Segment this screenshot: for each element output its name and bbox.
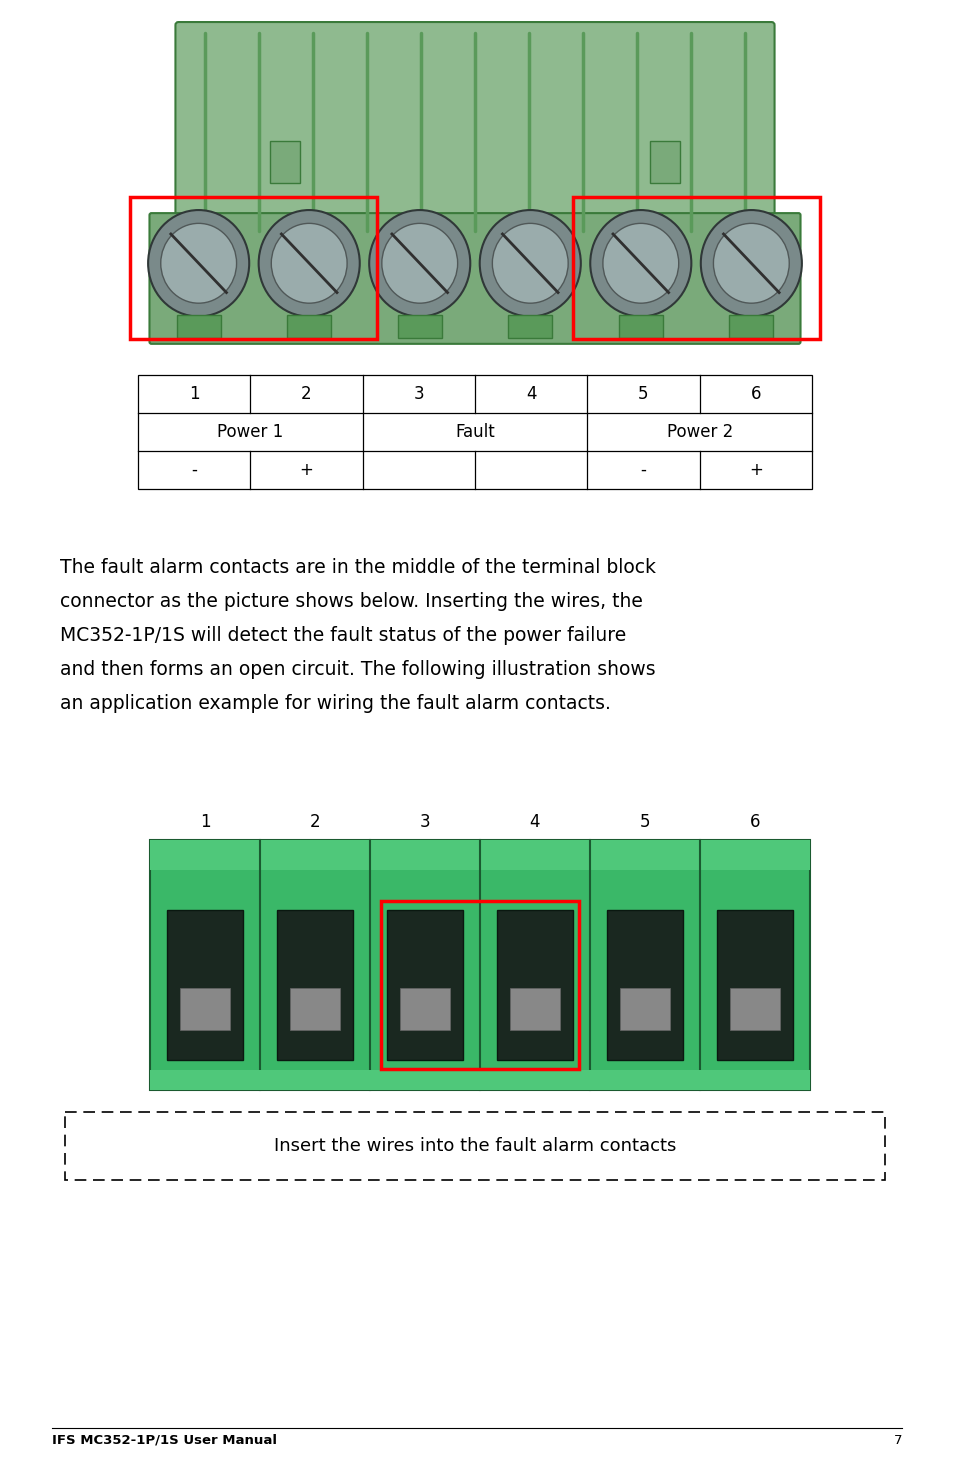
Bar <box>150 839 809 1090</box>
Ellipse shape <box>381 223 457 304</box>
Bar <box>176 316 220 338</box>
Bar <box>290 988 339 1030</box>
Text: 5: 5 <box>639 813 650 830</box>
Ellipse shape <box>479 209 580 317</box>
Text: 2: 2 <box>310 813 320 830</box>
Ellipse shape <box>369 209 470 317</box>
Bar <box>717 910 792 1061</box>
Bar <box>180 988 230 1030</box>
Bar <box>270 142 299 183</box>
Text: Power 1: Power 1 <box>217 423 283 441</box>
Bar <box>287 316 331 338</box>
Text: 2: 2 <box>301 385 312 403</box>
Bar <box>400 988 449 1030</box>
Bar <box>497 910 573 1061</box>
Text: 1: 1 <box>189 385 199 403</box>
Bar <box>619 988 669 1030</box>
Bar <box>397 316 441 338</box>
Text: 6: 6 <box>750 385 760 403</box>
Ellipse shape <box>160 223 236 304</box>
Ellipse shape <box>148 209 249 317</box>
Text: 4: 4 <box>525 385 536 403</box>
Bar <box>65 1112 884 1180</box>
Bar <box>167 910 243 1061</box>
Text: Fault: Fault <box>455 423 495 441</box>
Ellipse shape <box>713 223 788 304</box>
Bar <box>730 988 779 1030</box>
Text: and then forms an open circuit. The following illustration shows: and then forms an open circuit. The foll… <box>60 659 655 679</box>
Text: 5: 5 <box>638 385 648 403</box>
FancyBboxPatch shape <box>150 212 800 344</box>
Bar <box>729 316 773 338</box>
Bar <box>380 901 578 1069</box>
Text: The fault alarm contacts are in the middle of the terminal block: The fault alarm contacts are in the midd… <box>60 558 656 577</box>
Text: MC352-1P/1S will detect the fault status of the power failure: MC352-1P/1S will detect the fault status… <box>60 625 625 645</box>
Text: 3: 3 <box>419 813 430 830</box>
Text: -: - <box>191 462 197 479</box>
Text: +: + <box>748 462 762 479</box>
FancyBboxPatch shape <box>175 22 774 239</box>
Bar <box>510 988 559 1030</box>
Text: Insert the wires into the fault alarm contacts: Insert the wires into the fault alarm co… <box>274 1137 676 1155</box>
Bar <box>150 839 809 870</box>
Text: an application example for wiring the fault alarm contacts.: an application example for wiring the fa… <box>60 695 610 712</box>
Bar <box>572 196 819 339</box>
Text: 7: 7 <box>893 1434 901 1447</box>
Text: connector as the picture shows below. Inserting the wires, the: connector as the picture shows below. In… <box>60 591 642 611</box>
Bar <box>508 316 552 338</box>
Bar <box>276 910 353 1061</box>
Bar <box>387 910 462 1061</box>
Bar <box>131 196 377 339</box>
Text: 3: 3 <box>413 385 424 403</box>
Bar <box>649 142 679 183</box>
Text: 1: 1 <box>199 813 210 830</box>
Text: -: - <box>639 462 646 479</box>
Text: 4: 4 <box>529 813 539 830</box>
Bar <box>150 1069 809 1090</box>
Bar <box>138 18 811 370</box>
Ellipse shape <box>602 223 678 304</box>
Ellipse shape <box>258 209 359 317</box>
Bar <box>138 375 811 490</box>
Text: 6: 6 <box>749 813 760 830</box>
Bar <box>606 910 682 1061</box>
Text: +: + <box>299 462 314 479</box>
Ellipse shape <box>271 223 347 304</box>
Text: Power 2: Power 2 <box>666 423 732 441</box>
Bar <box>618 316 662 338</box>
Ellipse shape <box>700 209 801 317</box>
Ellipse shape <box>492 223 568 304</box>
Ellipse shape <box>590 209 691 317</box>
Text: IFS MC352-1P/1S User Manual: IFS MC352-1P/1S User Manual <box>52 1434 276 1447</box>
